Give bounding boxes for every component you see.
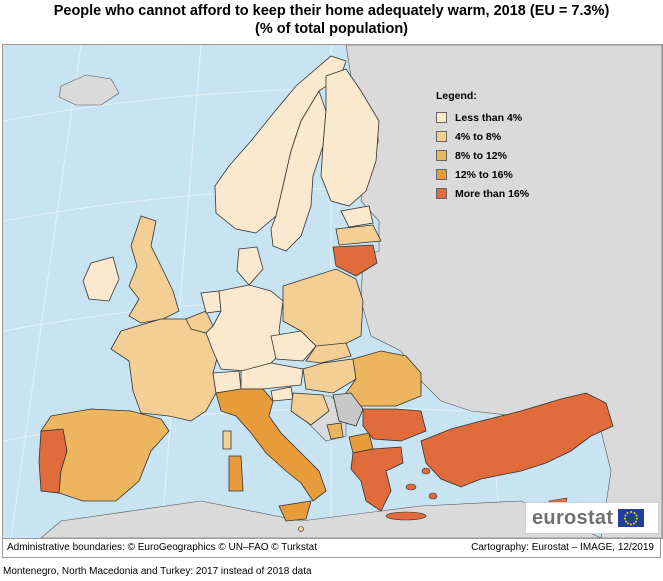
legend-swatch: [436, 150, 447, 161]
legend-swatch: [436, 112, 447, 123]
country-iceland: [58, 74, 120, 106]
legend-swatch: [436, 131, 447, 142]
country-lithuania: [332, 244, 378, 277]
data-note: Montenegro, North Macedonia and Turkey: …: [3, 566, 312, 577]
greek-islands: [385, 467, 438, 521]
island-sicily: [278, 500, 312, 522]
country-denmark: [236, 246, 264, 286]
eu-flag-icon: [618, 509, 645, 527]
country-romania: [345, 350, 422, 407]
map-title: People who cannot afford to keep their h…: [0, 2, 663, 38]
country-turkey: [420, 392, 614, 488]
legend-item: Less than 4%: [436, 108, 556, 127]
legend-item: 4% to 8%: [436, 127, 556, 146]
country-italy: [215, 388, 327, 502]
title-line-1: People who cannot afford to keep their h…: [53, 3, 610, 19]
country-montenegro: [326, 422, 344, 440]
legend-label: More than 16%: [455, 187, 530, 200]
country-czechia: [270, 330, 317, 362]
legend-label: Less than 4%: [455, 111, 523, 124]
title-line-2: (% of total population): [254, 21, 409, 37]
country-spain: [40, 408, 170, 502]
legend-label: 4% to 8%: [455, 130, 502, 143]
legend-label: 12% to 16%: [455, 168, 513, 181]
country-ireland: [82, 256, 120, 302]
country-finland: [320, 68, 380, 207]
legend: Legend: Less than 4% 4% to 8% 8% to 12% …: [436, 90, 556, 203]
country-france: [110, 318, 220, 422]
country-poland: [282, 268, 364, 347]
cartography-credit: Cartography: Eurostat – IMAGE, 12/2019: [471, 542, 654, 553]
map-footer: Administrative boundaries: © EuroGeograp…: [2, 538, 661, 558]
map-frame: [2, 44, 663, 539]
country-latvia: [335, 224, 382, 246]
country-hungary: [302, 358, 357, 394]
country-slovakia: [305, 342, 352, 364]
legend-title: Legend:: [436, 90, 477, 102]
island-sardinia: [228, 455, 244, 492]
legend-label: 8% to 12%: [455, 149, 507, 162]
country-netherlands: [200, 290, 222, 314]
legend-item: 12% to 16%: [436, 165, 556, 184]
legend-swatch: [436, 169, 447, 180]
country-united-kingdom: [128, 215, 180, 324]
boundaries-credit: Administrative boundaries: © EuroGeograp…: [7, 542, 318, 553]
eurostat-logo: eurostat: [525, 502, 659, 534]
country-serbia: [332, 392, 364, 427]
legend-item: 8% to 12%: [436, 146, 556, 165]
country-bulgaria: [362, 408, 427, 442]
country-slovenia: [270, 386, 294, 402]
country-greece: [350, 446, 404, 512]
country-croatia: [290, 392, 330, 426]
europe-map: [3, 45, 662, 538]
legend-item: More than 16%: [436, 184, 556, 203]
country-estonia: [340, 205, 374, 228]
logo-text: eurostat: [532, 506, 614, 529]
country-malta: [298, 526, 304, 532]
legend-swatch: [436, 188, 447, 199]
island-corsica: [222, 430, 232, 450]
